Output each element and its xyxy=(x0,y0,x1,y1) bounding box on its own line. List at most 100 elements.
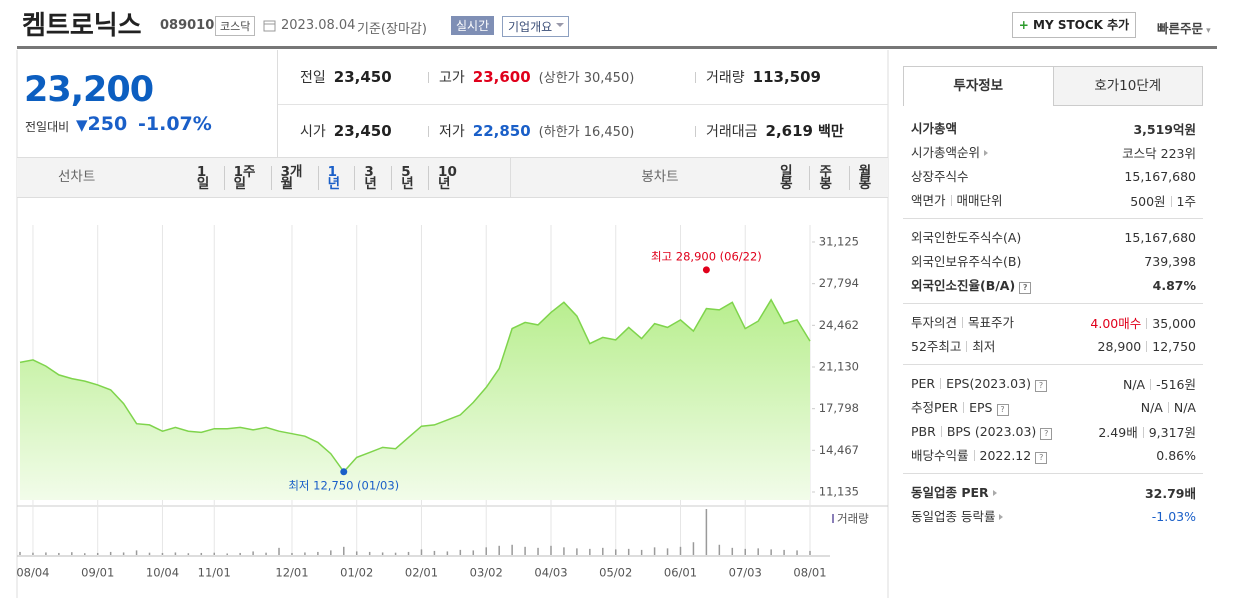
info-value-part: N/A xyxy=(1173,399,1196,415)
info-value-part: 12,750 xyxy=(1152,338,1196,354)
volume-bar xyxy=(653,547,656,555)
info-row: 52주최고 최저 28,900 12,750 xyxy=(903,334,1203,358)
x-tick-label: 03/02 xyxy=(470,566,503,580)
volume-bar xyxy=(666,548,669,555)
header-rule xyxy=(17,46,1217,49)
info-value-part: 500원 xyxy=(1130,193,1166,209)
info-value-part: 15,167,680 xyxy=(1124,229,1196,245)
company-info-label: 기업개요 xyxy=(508,20,553,34)
info-value-part: 4.87% xyxy=(1152,277,1196,293)
separator xyxy=(963,401,965,413)
volume-bar xyxy=(718,544,721,555)
info-value-part: 2.49배 xyxy=(1098,424,1138,440)
info-row: 투자의견 목표주가 4.00매수 35,000 xyxy=(903,310,1203,334)
info-row: 시가총액 3,519억원 xyxy=(903,116,1203,140)
price-line xyxy=(19,298,811,473)
info-label-part: 매매단위 xyxy=(956,192,1003,208)
candle-button[interactable]: 일봉 xyxy=(780,163,793,192)
volume-bar xyxy=(757,548,759,555)
candle-button[interactable]: 월봉 xyxy=(848,165,888,190)
info-value: 3,519억원 xyxy=(1133,119,1196,138)
arrow-icon[interactable] xyxy=(992,489,997,496)
quick-order[interactable]: 빠른주문 ▾ xyxy=(1157,21,1211,36)
period-button[interactable]: 1일 xyxy=(196,163,210,192)
quote-value: 23,450 xyxy=(333,68,392,86)
line-chart-label: 선차트 xyxy=(58,169,96,185)
quote-label: 전일 xyxy=(300,70,326,86)
info-value: 4.87% xyxy=(1153,278,1196,293)
period-button[interactable]: 10년 xyxy=(428,165,472,190)
info-label-part: 투자의견 xyxy=(911,314,958,330)
period-button[interactable]: 5년 xyxy=(391,165,428,190)
volume-bar xyxy=(109,551,112,555)
my-stock-button[interactable]: + MY STOCK 추가 xyxy=(1012,12,1136,38)
info-value: 2.49배 9,317원 xyxy=(1098,422,1196,441)
info-value-part: 15,167,680 xyxy=(1124,168,1196,184)
company-info-button[interactable]: 기업개요 xyxy=(502,16,570,37)
volume-bar xyxy=(161,552,164,555)
volume-bar xyxy=(84,553,86,555)
date: 2023.08.04 xyxy=(281,18,356,33)
info-row: 동일업종 PER 32.79배 xyxy=(903,480,1203,504)
info-value-part: 4.00매수 xyxy=(1090,315,1142,331)
current-price: 23,200 xyxy=(24,70,154,110)
tab[interactable]: 호가10단계 xyxy=(1052,66,1203,106)
volume-bar xyxy=(679,546,682,555)
volume-bar xyxy=(226,553,228,555)
info-value: 500원 1주 xyxy=(1130,191,1196,210)
volume-bar xyxy=(368,551,371,555)
separator xyxy=(962,316,964,328)
realtime-badge[interactable]: 실시간 xyxy=(451,16,495,35)
separator xyxy=(428,71,429,83)
info-value-part: 28,900 xyxy=(1097,338,1142,354)
volume-bar xyxy=(563,547,565,555)
volume-bar xyxy=(640,549,643,555)
help-icon[interactable]: ? xyxy=(996,403,1009,416)
y-tick-label: 14,467 xyxy=(819,443,859,457)
x-tick-label: 06/01 xyxy=(664,566,697,580)
info-label-part: 상장주식수 xyxy=(911,168,969,184)
help-icon[interactable]: ? xyxy=(1040,427,1053,440)
separator xyxy=(695,71,696,83)
stock-code: 089010 xyxy=(160,18,215,33)
quote-value: 23,600 xyxy=(472,68,531,86)
info-label-part: 시가총액 xyxy=(911,120,958,136)
info-value-part: N/A xyxy=(1123,376,1146,392)
period-button[interactable]: 1주일 xyxy=(223,165,271,190)
info-section: 투자의견 목표주가 4.00매수 35,000 52주최고 최저 28,900 12,750 xyxy=(903,304,1203,365)
separator xyxy=(940,425,942,437)
candle-button[interactable]: 주봉 xyxy=(809,165,848,190)
x-tick-label: 12/01 xyxy=(275,566,308,580)
volume-bar xyxy=(472,550,475,555)
separator xyxy=(950,194,952,206)
volume-bar xyxy=(381,552,384,555)
quote-cell: 전일 23,450 xyxy=(300,67,392,87)
info-row: 액면가 매매단위 500원 1주 xyxy=(903,188,1203,212)
period-button[interactable]: 3개월 xyxy=(270,165,318,190)
period-button[interactable]: 1년 xyxy=(317,165,355,190)
market-badge: 코스닥 xyxy=(215,16,256,36)
help-icon[interactable]: ? xyxy=(1019,281,1032,294)
info-value-part: 3,519억원 xyxy=(1133,121,1196,137)
x-tick-label: 07/03 xyxy=(729,566,762,580)
quote-label: 고가 xyxy=(439,70,465,86)
info-value: N/A N/A xyxy=(1141,400,1196,415)
help-icon[interactable]: ? xyxy=(1034,379,1047,392)
arrow-icon[interactable] xyxy=(999,513,1004,520)
info-value: 28,900 12,750 xyxy=(1098,339,1197,354)
volume-bar xyxy=(511,544,513,555)
info-value: 코스닥 223위 xyxy=(1122,143,1196,162)
help-icon[interactable]: ? xyxy=(1035,451,1048,464)
volume-bar xyxy=(550,545,552,555)
info-section: 외국인한도주식수(A) 15,167,680 외국인보유주식수(B) 739,398 외… xyxy=(903,219,1203,304)
quote-label: 거래대금 xyxy=(706,124,758,140)
volume-bar xyxy=(148,552,151,555)
info-label-part: 시가총액순위 xyxy=(911,144,981,160)
arrow-icon[interactable] xyxy=(984,149,989,156)
tab[interactable]: 투자정보 xyxy=(903,66,1053,106)
period-button[interactable]: 3년 xyxy=(354,165,391,190)
info-label: PER EPS(2023.03)? xyxy=(911,373,1059,394)
